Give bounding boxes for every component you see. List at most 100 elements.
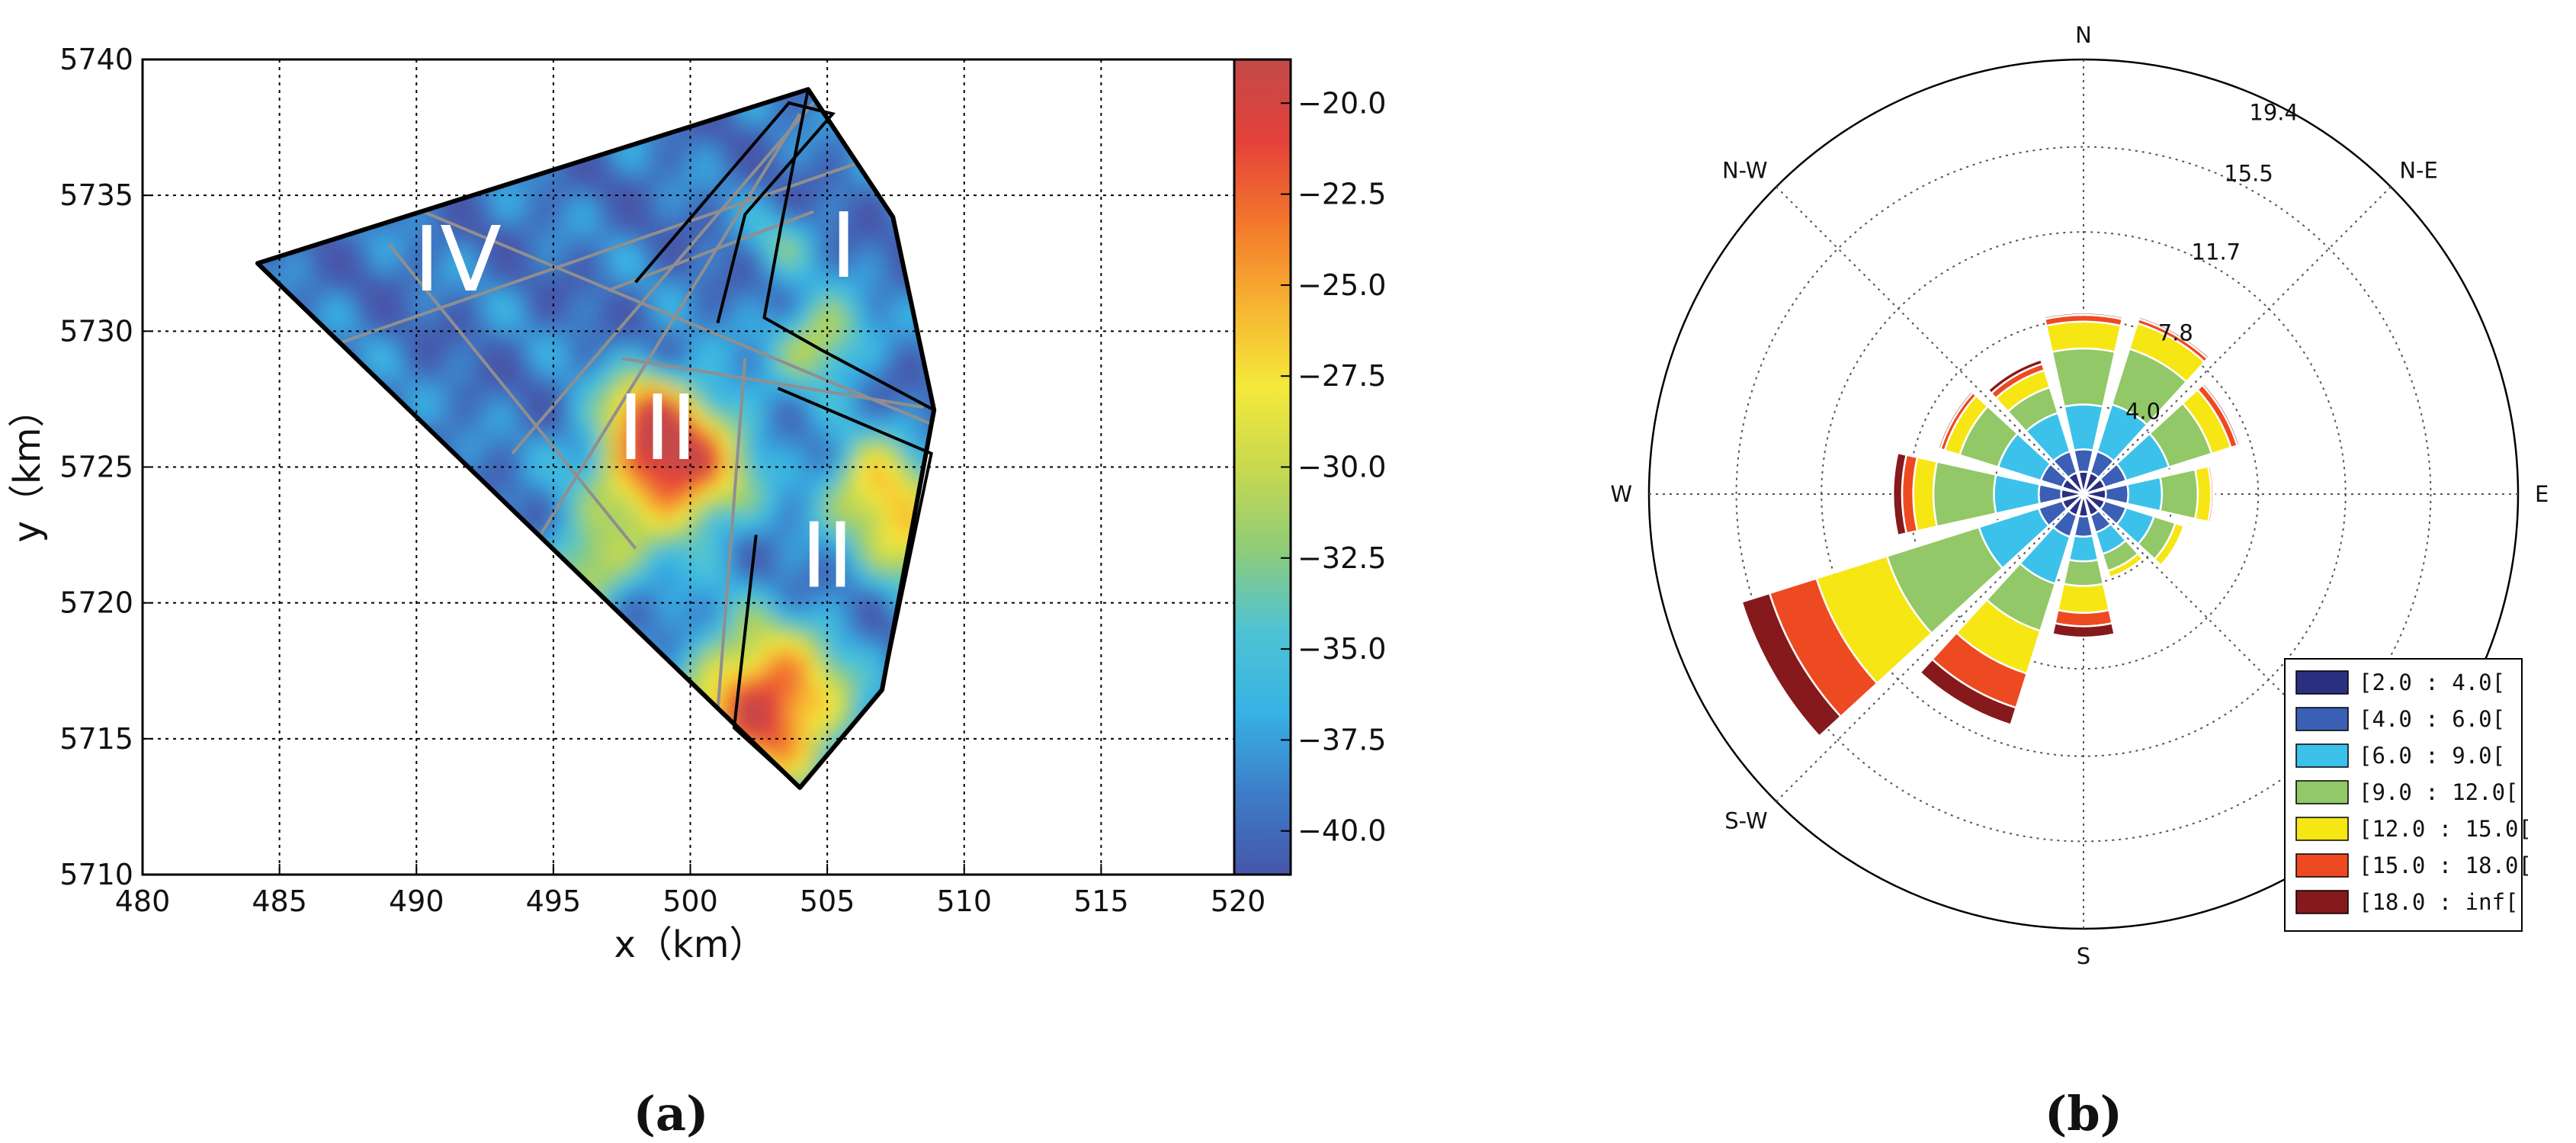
heatmap-cell <box>734 361 750 374</box>
heatmap-cell <box>749 361 765 374</box>
heatmap-cell <box>839 498 856 511</box>
heatmap-cell <box>628 407 645 420</box>
heatmap-cell <box>794 647 810 660</box>
heatmap-cell <box>824 555 841 568</box>
heatmap-cell <box>432 224 449 237</box>
heatmap-cell <box>688 601 705 614</box>
colorbar-tick-label: −37.5 <box>1298 723 1386 756</box>
heatmap-cell <box>643 316 660 329</box>
heatmap-cell <box>704 658 720 671</box>
heatmap-cell <box>403 339 419 352</box>
heatmap-cell <box>659 201 675 214</box>
heatmap-cell <box>809 658 826 671</box>
caption-b: (b) <box>2045 1086 2122 1141</box>
heatmap-cell <box>855 441 871 454</box>
heatmap-cell <box>432 361 449 374</box>
heatmap-cell <box>478 430 494 442</box>
heatmap-cell <box>659 578 675 591</box>
heatmap-cell <box>764 304 781 317</box>
heatmap-cell <box>492 293 509 306</box>
heatmap-cell <box>704 122 720 134</box>
heatmap-cell <box>342 236 359 249</box>
road-line <box>608 210 814 292</box>
legend-label: [6.0 : 9.0[ <box>2359 743 2505 769</box>
heatmap-cell <box>779 715 796 728</box>
heatmap-cell <box>704 612 720 625</box>
heatmap-cell <box>327 270 344 283</box>
heatmap-cell <box>553 190 569 203</box>
heatmap-cell <box>312 258 329 271</box>
heatmap-cell <box>403 361 419 374</box>
heatmap-cell <box>538 224 554 237</box>
heatmap-cell <box>749 281 765 294</box>
heatmap-cell <box>719 407 735 420</box>
heatmap-cell <box>673 475 690 488</box>
heatmap-cell <box>734 304 750 317</box>
heatmap-cell <box>673 532 690 545</box>
heatmap-cell <box>704 647 720 660</box>
x-tick-label: 485 <box>252 885 307 918</box>
heatmap-cell <box>418 236 434 249</box>
heatmap-cell <box>809 270 826 283</box>
heatmap-cell <box>779 555 796 568</box>
heatmap-cell <box>900 361 916 374</box>
heatmap-cell <box>855 339 871 352</box>
heatmap-cell <box>613 544 630 557</box>
wind-rose-wedge <box>1936 390 1975 451</box>
heatmap-cell <box>688 509 705 522</box>
heatmap-cell <box>704 486 720 499</box>
heatmap-cell <box>553 361 569 374</box>
heatmap-cell <box>839 475 856 488</box>
y-tick-label: 5725 <box>59 451 133 484</box>
heatmap-cell <box>794 407 810 420</box>
heatmap-cell <box>884 304 901 317</box>
wind-rose-wedge <box>1932 460 1997 528</box>
heatmap-cell <box>734 681 750 694</box>
heatmap-cell <box>613 304 630 317</box>
heatmap-cell <box>448 270 464 283</box>
heatmap-cell <box>688 339 705 352</box>
heatmap-cell <box>538 475 554 488</box>
heatmap-cell <box>809 544 826 557</box>
heatmap-cell <box>794 430 810 442</box>
heatmap-cell <box>583 498 600 511</box>
heatmap-cell <box>418 327 434 340</box>
heatmap-cell <box>643 521 660 534</box>
heatmap-cell <box>613 201 630 214</box>
heatmap-cell <box>659 190 675 203</box>
heatmap-cell <box>884 247 901 260</box>
heatmap-cell <box>839 578 856 591</box>
heatmap-cell <box>312 270 329 283</box>
heatmap-cell <box>492 361 509 374</box>
heatmap-cell <box>688 350 705 363</box>
heatmap-cell <box>568 327 585 340</box>
heatmap-cell <box>749 658 765 671</box>
heatmap-panel: 480 485 490 495 500 505 510 515 520 5710 5715 5720… <box>6 43 1386 1141</box>
heatmap-cell <box>794 441 810 454</box>
heatmap-cell <box>704 635 720 648</box>
heatmap-cell <box>779 589 796 602</box>
heatmap-cell <box>643 509 660 522</box>
legend-label: [18.0 : inf[ <box>2359 889 2519 915</box>
heatmap-cell <box>659 555 675 568</box>
heatmap-cell <box>779 350 796 363</box>
heatmap-cell <box>523 498 540 511</box>
heatmap-cell <box>719 486 735 499</box>
heatmap-cell <box>749 704 765 717</box>
road-network <box>333 89 935 712</box>
wind-rose-direction-label: E <box>2535 481 2549 507</box>
heatmap-cell <box>719 430 735 442</box>
heatmap-cell <box>613 430 630 442</box>
heatmap-cell <box>598 475 614 488</box>
heatmap-cell <box>628 441 645 454</box>
heatmap-cell <box>779 486 796 499</box>
heatmap-cell <box>734 327 750 340</box>
heatmap-cell <box>673 635 690 648</box>
heatmap-cell <box>749 453 765 465</box>
heatmap-cell <box>673 396 690 409</box>
heatmap-cell <box>538 190 554 203</box>
heatmap-cell <box>659 156 675 169</box>
heatmap-cell <box>855 316 871 329</box>
heatmap-cell <box>839 396 856 409</box>
heatmap-cell <box>659 475 675 488</box>
